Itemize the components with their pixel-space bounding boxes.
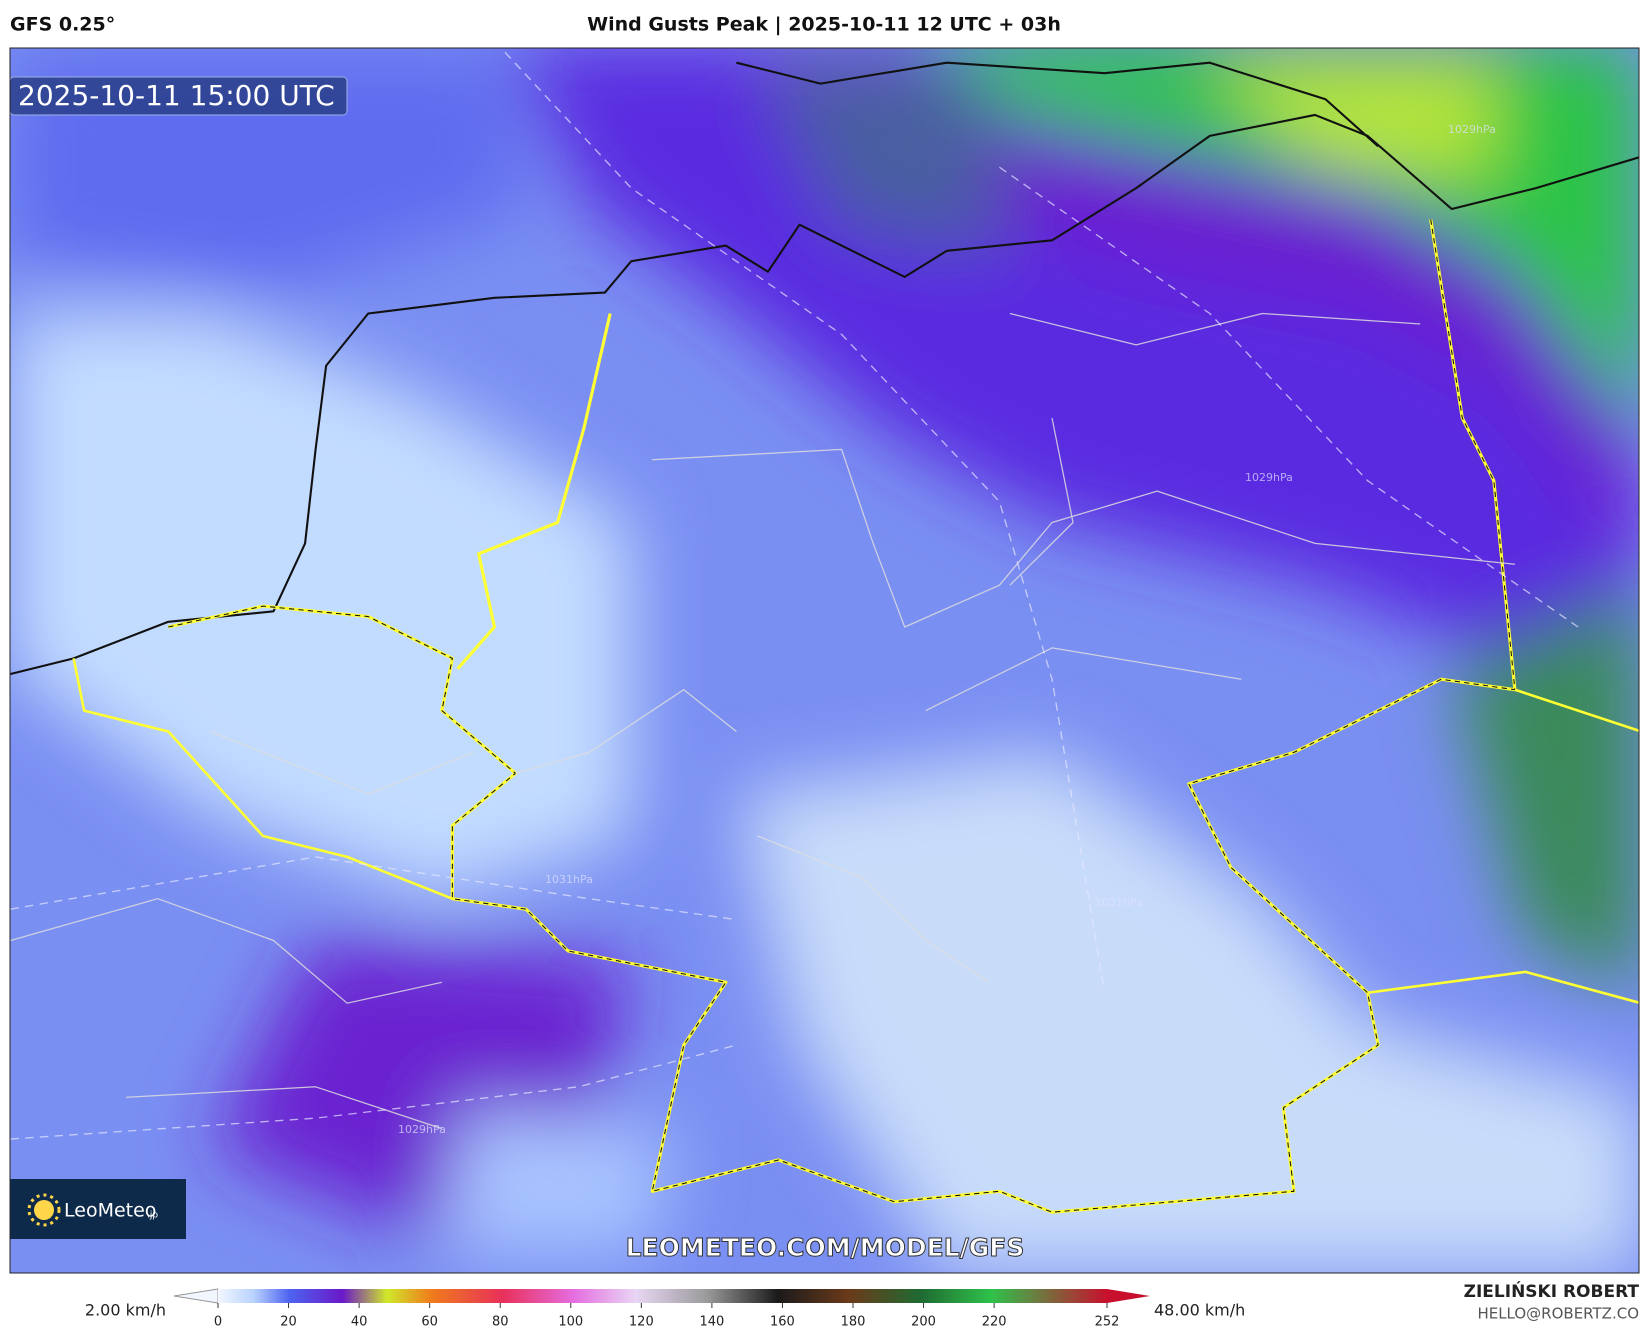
- colorbar-tick-label: 60: [421, 1315, 438, 1330]
- colorbar-tick-label: 80: [492, 1315, 509, 1330]
- colorbar: [218, 1289, 1107, 1303]
- logo: LeoMeteo: [64, 1200, 156, 1222]
- map-frame: [9, 47, 1640, 1274]
- colorbar-min: 2.00 km/h: [85, 1301, 166, 1320]
- isobar-label: 1031hPa: [545, 873, 593, 886]
- author: ZIELIŃSKI ROBERT: [1464, 1280, 1640, 1302]
- isobar-label: 1031hPa: [1095, 896, 1143, 909]
- colorbar-tick-label: 220: [982, 1315, 1007, 1330]
- colorbar-tick-label: 200: [911, 1315, 936, 1330]
- timestamp-box: [10, 76, 348, 116]
- colorbar-max: 48.00 km/h: [1154, 1301, 1245, 1320]
- isobar-label: 1029hPa: [1448, 123, 1496, 136]
- logo-rays: [27, 1193, 61, 1227]
- colorbar-low-arrow: [173, 1288, 219, 1304]
- colorbar-tick-label: 0: [214, 1315, 222, 1330]
- isobar-label: 1029hPa: [1245, 471, 1293, 484]
- colorbar-tick-label: 180: [841, 1315, 866, 1330]
- logo-suffix: .jp: [147, 1211, 158, 1221]
- watermark: LEOMETEO.COM/MODEL/GFS: [626, 1233, 1025, 1262]
- colorbar-tick-label: 40: [351, 1315, 368, 1330]
- logo-sun: [34, 1200, 54, 1220]
- email: HELLO@ROBERTZ.CO: [1477, 1305, 1639, 1323]
- colorbar-high-arrow: [1107, 1289, 1150, 1303]
- colorbar-tick-label: 160: [770, 1315, 795, 1330]
- model-name: GFS 0.25°: [10, 14, 115, 36]
- timestamp: 2025-10-11 15:00 UTC: [18, 79, 335, 112]
- colorbar-tick-label: 20: [280, 1315, 297, 1330]
- colorbar-tick-label: 252: [1095, 1315, 1120, 1330]
- title: Wind Gusts Peak | 2025-10-11 12 UTC + 03…: [587, 14, 1061, 36]
- map: 1029hPa 1029hPa 1031hPa 1031hPa 1029hPa …: [10, 48, 1639, 1273]
- isobar-label: 1029hPa: [398, 1123, 446, 1136]
- colorbar-tick-label: 100: [558, 1315, 583, 1330]
- colorbar-tick-label: 120: [629, 1315, 654, 1330]
- colorbar-tick-label: 140: [699, 1315, 724, 1330]
